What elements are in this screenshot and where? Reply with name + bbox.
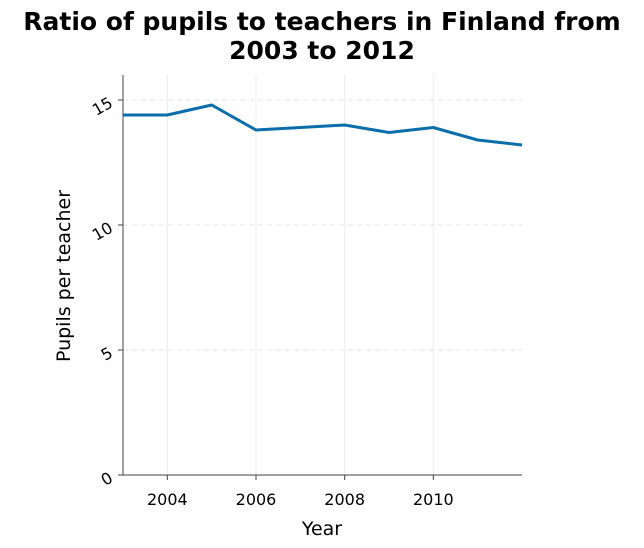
series-group <box>123 103 523 147</box>
y-tick-label: 10 <box>89 218 116 245</box>
chart-title-line-1: Ratio of pupils to teachers in Finland f… <box>23 7 620 36</box>
y-tick-label: 5 <box>98 343 116 365</box>
y-axis-label: Pupils per teacher <box>53 190 75 362</box>
chart-title-line-2: 2003 to 2012 <box>229 36 415 65</box>
x-ticks: 2004 2006 2008 2010 <box>147 475 454 509</box>
axes <box>122 75 522 476</box>
x-axis-label: Year <box>301 518 342 540</box>
x-tick-label: 2004 <box>147 490 188 509</box>
y-tick-label: 15 <box>89 93 116 120</box>
y-ticks: 0 5 10 15 <box>89 93 123 490</box>
x-tick-label: 2008 <box>324 490 365 509</box>
y-tick-label: 0 <box>98 468 116 490</box>
series-line <box>123 103 523 147</box>
x-tick-label: 2010 <box>413 490 454 509</box>
x-tick-label: 2006 <box>236 490 277 509</box>
